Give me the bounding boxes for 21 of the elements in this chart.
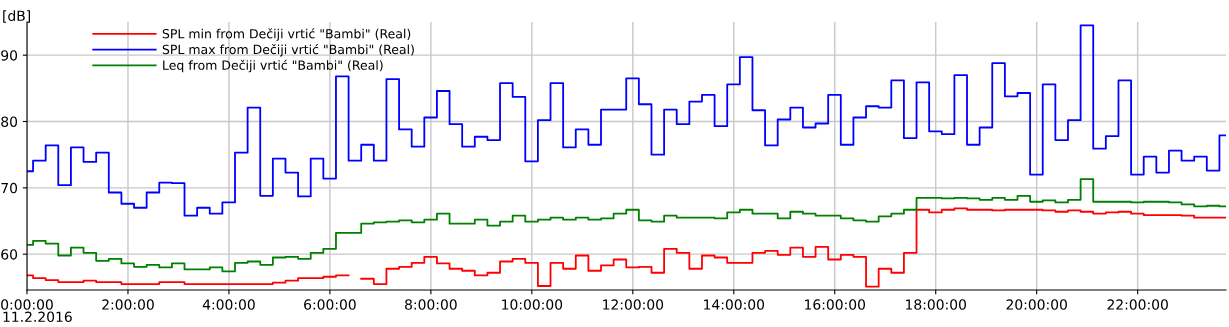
x-tick-label: 2:00:00: [102, 299, 154, 310]
x-tick-label: 0:00:00: [1, 299, 53, 310]
legend-label: SPL max from Dečiji vrtić "Bambi" (Real): [162, 43, 414, 57]
y-tick-label: 60: [1, 249, 18, 260]
x-tick-label: 10:00:00: [502, 299, 563, 310]
x-tick-label: 4:00:00: [202, 299, 255, 310]
x-tick-label: 8:00:00: [405, 299, 457, 310]
y-tick-label: 70: [1, 182, 18, 194]
x-tick-label: 16:00:00: [805, 299, 866, 310]
x-tick-label: 18:00:00: [906, 299, 966, 310]
legend-label: SPL min from Dečiji vrtić "Bambi" (Real): [162, 28, 411, 41]
x-tick-label: 22:00:00: [1107, 299, 1168, 310]
x-tick-label: 14:00:00: [704, 299, 765, 310]
y-tick-label: 80: [1, 116, 18, 127]
x-tick-label: 12:00:00: [603, 299, 664, 310]
legend-label: Leq from Dečiji vrtić "Bambi" (Real): [163, 59, 383, 73]
y-axis-title: [dB]: [3, 10, 30, 23]
x-tick-label: 6:00:00: [304, 299, 356, 310]
text: 11.2.2016: [3, 311, 72, 323]
y-tick-label: 90: [1, 50, 18, 61]
x-tick-label: 20:00:00: [1006, 299, 1067, 310]
